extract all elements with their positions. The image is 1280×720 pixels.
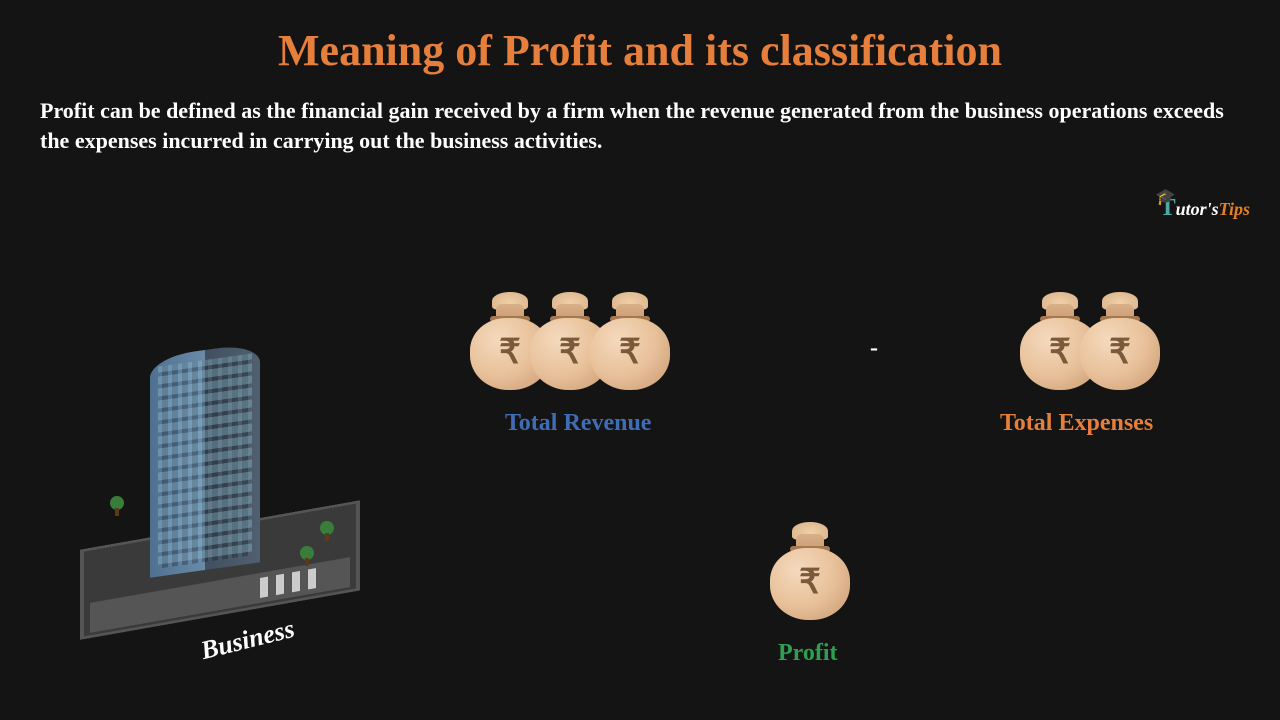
definition-text: Profit can be defined as the financial g… (0, 76, 1280, 155)
profit-label: Profit (778, 640, 838, 667)
tree-icon (320, 521, 334, 535)
rupee-icon: ₹ (770, 562, 850, 602)
logo-end: Tips (1219, 199, 1250, 219)
logo-mid: utor's (1176, 199, 1219, 219)
tree-icon (300, 546, 314, 560)
minus-operator: - (870, 335, 878, 362)
total-expenses-label: Total Expenses (1000, 410, 1153, 437)
business-graphic: Business (60, 320, 380, 660)
business-label: Business (198, 614, 298, 666)
grad-cap-icon: 🎓 (1156, 187, 1176, 207)
tree-icon (110, 496, 124, 510)
brand-logo: 🎓 Tutor'sTips (1160, 195, 1250, 222)
money-bag-profit: ₹ (770, 520, 850, 620)
money-bag-expenses: ₹ (1080, 290, 1160, 390)
building-icon (150, 342, 260, 577)
page-title: Meaning of Profit and its classification (0, 0, 1280, 76)
total-revenue-label: Total Revenue (505, 410, 651, 437)
rupee-icon: ₹ (1080, 332, 1160, 372)
money-bag-revenue: ₹ (590, 290, 670, 390)
rupee-icon: ₹ (590, 332, 670, 372)
